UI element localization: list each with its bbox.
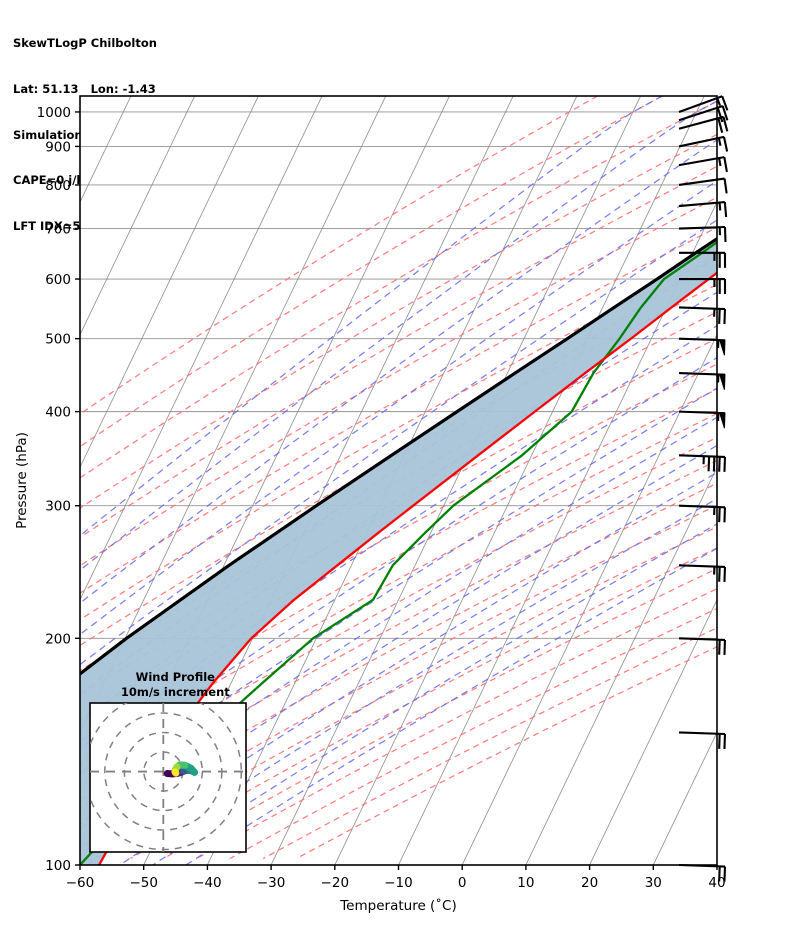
x-tick-label: −10 bbox=[384, 875, 413, 891]
y-tick-label: 800 bbox=[45, 178, 71, 194]
dewpoint-profile bbox=[80, 240, 717, 865]
y-tick-label: 900 bbox=[45, 139, 71, 155]
x-tick-label: 0 bbox=[458, 875, 467, 891]
hodograph-trace bbox=[171, 768, 180, 777]
y-tick-label: 700 bbox=[45, 222, 71, 238]
cape-shading bbox=[80, 238, 717, 865]
wind-barb bbox=[678, 115, 729, 133]
y-tick-label: 100 bbox=[45, 858, 71, 874]
x-tick-label: 20 bbox=[581, 875, 598, 891]
x-tick-label: 40 bbox=[708, 875, 725, 891]
x-tick-label: −60 bbox=[66, 875, 95, 891]
wind-profile-subtitle: 10m/s increment bbox=[121, 685, 230, 699]
y-tick-label: 400 bbox=[45, 405, 71, 421]
y-tick-label: 600 bbox=[45, 272, 71, 288]
temperature-profile bbox=[97, 271, 717, 865]
x-tick-label: 10 bbox=[517, 875, 534, 891]
x-tick-label: −20 bbox=[321, 875, 350, 891]
wind-barb bbox=[678, 105, 729, 123]
wind-profile-title: Wind Profile bbox=[136, 670, 216, 684]
header-location: Lat: 51.13 Lon: -1.43 bbox=[13, 82, 156, 97]
parcel-path bbox=[80, 236, 717, 676]
sounding-profiles bbox=[80, 236, 717, 865]
x-tick-label: −50 bbox=[129, 875, 158, 891]
x-axis-label: Temperature (˚C) bbox=[339, 897, 457, 914]
x-tick-label: −40 bbox=[193, 875, 222, 891]
y-tick-label: 200 bbox=[45, 631, 71, 647]
x-tick-label: 30 bbox=[645, 875, 662, 891]
hodograph-box bbox=[89, 702, 247, 853]
y-tick-label: 500 bbox=[45, 332, 71, 348]
y-tick-label: 1000 bbox=[37, 105, 71, 121]
y-axis-label: Pressure (hPa) bbox=[14, 432, 30, 529]
header-title: SkewTLogP Chilbolton bbox=[13, 36, 157, 51]
x-tick-label: −30 bbox=[257, 875, 286, 891]
y-tick-label: 300 bbox=[45, 499, 71, 515]
